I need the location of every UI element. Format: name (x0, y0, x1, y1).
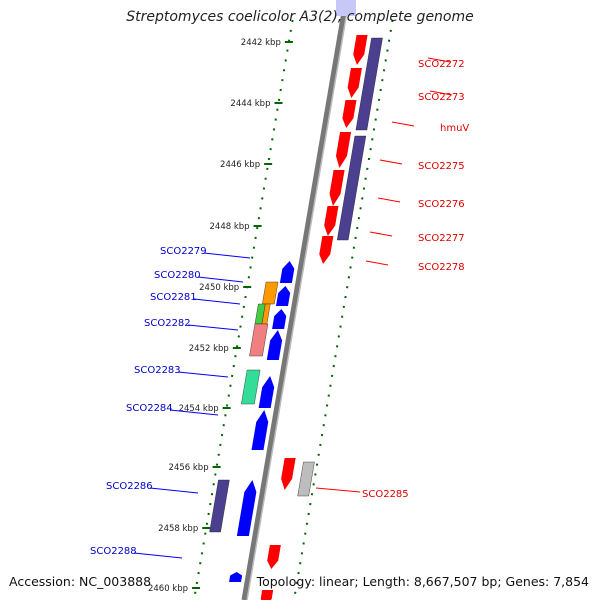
forward-gene-arrow[interactable] (319, 236, 334, 264)
forward-label-leader (369, 231, 393, 237)
ruler-tick-label: 2454 kbp (179, 404, 219, 414)
reverse-gene-arrow[interactable] (266, 330, 283, 360)
forward-gene-label: hmuV (440, 123, 469, 134)
forward-label-leader (377, 197, 401, 203)
forward-gene-arrow[interactable] (281, 458, 296, 490)
ruler-track-left (193, 19, 294, 601)
forward-gene-label: SCO2273 (418, 92, 465, 103)
ruler-tick-label: 2442 kbp (241, 38, 281, 48)
reverse-gene-label: SCO2281 (150, 292, 197, 303)
ruler-tick-label: 2448 kbp (210, 222, 250, 232)
forward-gene-label: SCO2285 (362, 489, 409, 500)
backbone-highlight (246, 0, 350, 601)
forward-label-leader (429, 90, 453, 96)
ruler-tick-label: 2452 kbp (189, 344, 229, 354)
ruler-tick-label: 2450 kbp (199, 283, 239, 293)
ruler-tick-label: 2460 kbp (148, 584, 188, 594)
reverse-feature-bar[interactable] (241, 369, 261, 405)
forward-gene-arrow[interactable] (335, 132, 352, 168)
reverse-gene-arrow[interactable] (251, 410, 269, 450)
forward-gene-arrow[interactable] (353, 35, 368, 65)
forward-feature-bar[interactable] (297, 461, 315, 497)
ruler-track-right (293, 19, 394, 601)
forward-gene-arrow[interactable] (324, 206, 339, 236)
reverse-label-leader (193, 298, 241, 305)
forward-gene-label: SCO2272 (418, 59, 465, 70)
reverse-gene-arrow[interactable] (236, 480, 257, 536)
forward-label-leader (427, 57, 451, 63)
reverse-feature-bar[interactable] (262, 281, 279, 305)
reverse-gene-label: SCO2283 (134, 365, 181, 376)
accession-text: Accession: NC_003888 (9, 574, 152, 589)
forward-gene-arrow[interactable] (342, 100, 357, 128)
ruler-tick-label: 2446 kbp (220, 160, 260, 170)
reverse-gene-label: SCO2284 (126, 403, 173, 414)
forward-gene-label: SCO2278 (418, 262, 465, 273)
reverse-label-leader (169, 409, 219, 416)
reverse-label-leader (133, 552, 183, 559)
ruler-tick-label: 2444 kbp (230, 99, 270, 109)
ruler-tick-label: 2458 kbp (158, 524, 198, 534)
reverse-gene-arrow[interactable] (258, 376, 275, 408)
reverse-feature-bar[interactable] (209, 479, 230, 533)
forward-gene-arrow[interactable] (267, 545, 281, 569)
top-edge-shade (336, 0, 356, 16)
backbone-line (241, 0, 349, 601)
forward-label-leader (391, 121, 415, 127)
reverse-gene-label: SCO2282 (144, 318, 191, 329)
forward-feature-bar[interactable] (336, 135, 367, 241)
reverse-label-leader (203, 252, 251, 259)
forward-feature-bar[interactable] (355, 37, 383, 131)
forward-gene-label: SCO2276 (418, 199, 465, 210)
forward-label-leader (315, 487, 361, 493)
reverse-gene-arrow[interactable] (229, 572, 243, 582)
map-title: Streptomyces coelicolor A3(2), complete … (126, 9, 474, 25)
reverse-feature-bar[interactable] (249, 323, 269, 357)
reverse-gene-label: SCO2286 (106, 481, 153, 492)
reverse-gene-arrow[interactable] (275, 286, 291, 306)
reverse-gene-label: SCO2288 (90, 546, 137, 557)
reverse-label-leader (187, 324, 239, 331)
reverse-gene-label: SCO2280 (154, 270, 201, 281)
forward-gene-label: SCO2275 (418, 161, 465, 172)
forward-gene-label: SCO2277 (418, 233, 465, 244)
reverse-gene-arrow[interactable] (272, 309, 287, 329)
reverse-gene-arrow[interactable] (279, 261, 295, 283)
forward-gene-arrow[interactable] (329, 170, 345, 206)
forward-label-leader (379, 159, 403, 165)
reverse-label-leader (197, 276, 244, 283)
reverse-gene-label: SCO2279 (160, 246, 207, 257)
forward-gene-arrow[interactable] (260, 590, 274, 604)
ruler-tick-label: 2456 kbp (169, 463, 209, 473)
reverse-label-leader (149, 487, 199, 494)
topology-text: Topology: linear; Length: 8,667,507 bp; … (256, 574, 589, 589)
forward-gene-arrow[interactable] (347, 68, 362, 98)
reverse-label-leader (177, 371, 229, 378)
forward-label-leader (365, 260, 389, 266)
